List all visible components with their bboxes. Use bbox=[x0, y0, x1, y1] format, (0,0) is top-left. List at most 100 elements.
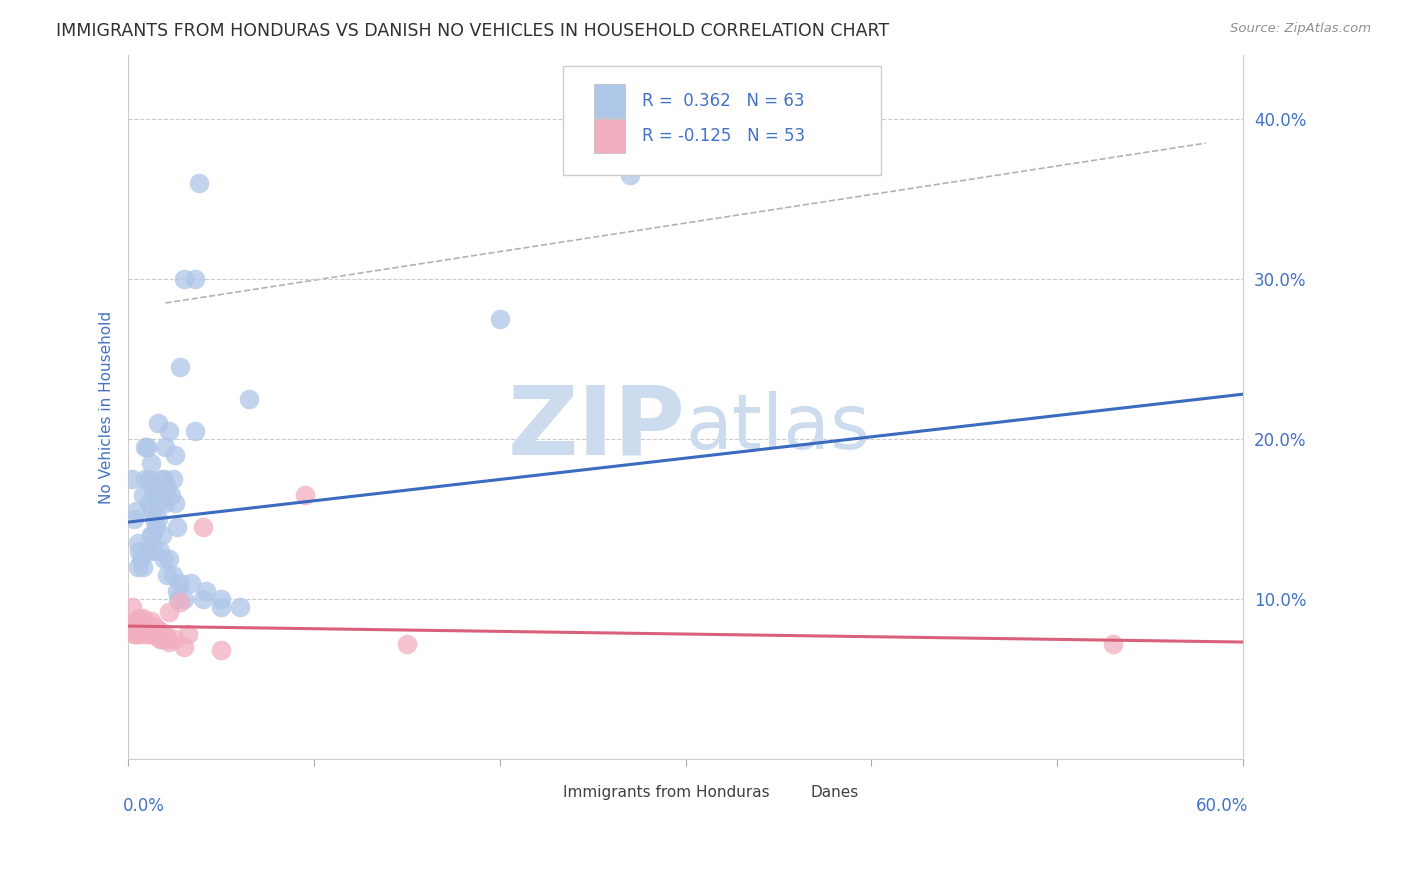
Point bbox=[132, 624, 155, 638]
Text: Immigrants from Honduras: Immigrants from Honduras bbox=[562, 785, 769, 800]
Point bbox=[155, 627, 177, 641]
Point bbox=[139, 614, 162, 628]
Point bbox=[1102, 637, 1125, 651]
Point bbox=[135, 544, 157, 558]
Point bbox=[146, 416, 169, 430]
Point bbox=[163, 448, 186, 462]
Point bbox=[143, 627, 166, 641]
Point bbox=[139, 528, 162, 542]
Text: ZIP: ZIP bbox=[508, 382, 686, 475]
Point bbox=[135, 619, 157, 633]
Point bbox=[162, 567, 184, 582]
Point bbox=[184, 272, 207, 286]
Point bbox=[121, 599, 143, 614]
Point bbox=[149, 488, 172, 502]
Point bbox=[489, 312, 512, 326]
Point bbox=[138, 627, 160, 641]
Point bbox=[167, 591, 190, 606]
Point bbox=[139, 456, 162, 470]
Point bbox=[395, 637, 418, 651]
Point bbox=[209, 591, 232, 606]
Point bbox=[149, 544, 172, 558]
Point bbox=[125, 621, 148, 635]
Point bbox=[160, 488, 183, 502]
Point bbox=[149, 632, 172, 646]
Point bbox=[157, 635, 180, 649]
Point bbox=[169, 575, 191, 590]
Point bbox=[132, 621, 155, 635]
Point bbox=[152, 552, 174, 566]
Point bbox=[129, 627, 152, 641]
Point bbox=[156, 567, 179, 582]
Point bbox=[145, 627, 167, 641]
Point bbox=[191, 520, 214, 534]
Point bbox=[146, 624, 169, 638]
Point bbox=[238, 392, 260, 406]
Point bbox=[141, 480, 163, 494]
Point bbox=[121, 472, 143, 486]
Point bbox=[180, 575, 202, 590]
Point bbox=[294, 488, 316, 502]
Point bbox=[157, 424, 180, 438]
Point bbox=[152, 472, 174, 486]
Point bbox=[134, 614, 156, 628]
Point bbox=[128, 621, 150, 635]
Point bbox=[138, 472, 160, 486]
Point bbox=[132, 488, 155, 502]
FancyBboxPatch shape bbox=[524, 774, 555, 803]
Point bbox=[128, 611, 150, 625]
Point bbox=[162, 472, 184, 486]
Point bbox=[143, 544, 166, 558]
FancyBboxPatch shape bbox=[562, 66, 880, 175]
Point bbox=[121, 621, 143, 635]
Point bbox=[132, 611, 155, 625]
Point bbox=[135, 627, 157, 641]
Point bbox=[127, 536, 149, 550]
Point bbox=[127, 614, 149, 628]
Y-axis label: No Vehicles in Household: No Vehicles in Household bbox=[100, 310, 114, 503]
Text: R = -0.125   N = 53: R = -0.125 N = 53 bbox=[643, 127, 806, 145]
Text: 0.0%: 0.0% bbox=[122, 797, 165, 815]
Point bbox=[177, 627, 200, 641]
Point bbox=[169, 595, 191, 609]
Point bbox=[155, 496, 177, 510]
Point bbox=[138, 621, 160, 635]
FancyBboxPatch shape bbox=[595, 84, 626, 118]
Point bbox=[138, 496, 160, 510]
Point bbox=[157, 552, 180, 566]
Point bbox=[135, 440, 157, 454]
Text: IMMIGRANTS FROM HONDURAS VS DANISH NO VEHICLES IN HOUSEHOLD CORRELATION CHART: IMMIGRANTS FROM HONDURAS VS DANISH NO VE… bbox=[56, 22, 890, 40]
Text: atlas: atlas bbox=[686, 391, 870, 465]
Point bbox=[145, 621, 167, 635]
Point bbox=[125, 614, 148, 628]
Point bbox=[156, 480, 179, 494]
Point bbox=[152, 630, 174, 644]
Point bbox=[195, 583, 218, 598]
Point bbox=[173, 640, 195, 654]
Point bbox=[125, 627, 148, 641]
Point bbox=[134, 624, 156, 638]
Point bbox=[149, 624, 172, 638]
Text: Danes: Danes bbox=[810, 785, 859, 800]
Point bbox=[145, 488, 167, 502]
Point bbox=[155, 440, 177, 454]
Point bbox=[129, 552, 152, 566]
Point bbox=[619, 168, 641, 182]
Point bbox=[156, 632, 179, 646]
Point bbox=[127, 560, 149, 574]
Text: Source: ZipAtlas.com: Source: ZipAtlas.com bbox=[1230, 22, 1371, 36]
Point bbox=[134, 472, 156, 486]
Point bbox=[146, 496, 169, 510]
Point bbox=[128, 544, 150, 558]
Point bbox=[141, 504, 163, 518]
Point bbox=[169, 359, 191, 374]
Point bbox=[191, 591, 214, 606]
Point bbox=[129, 614, 152, 628]
Point bbox=[166, 583, 188, 598]
Point bbox=[146, 512, 169, 526]
Point bbox=[122, 512, 145, 526]
Point bbox=[122, 627, 145, 641]
Point bbox=[150, 528, 173, 542]
Point bbox=[139, 627, 162, 641]
Point bbox=[150, 627, 173, 641]
